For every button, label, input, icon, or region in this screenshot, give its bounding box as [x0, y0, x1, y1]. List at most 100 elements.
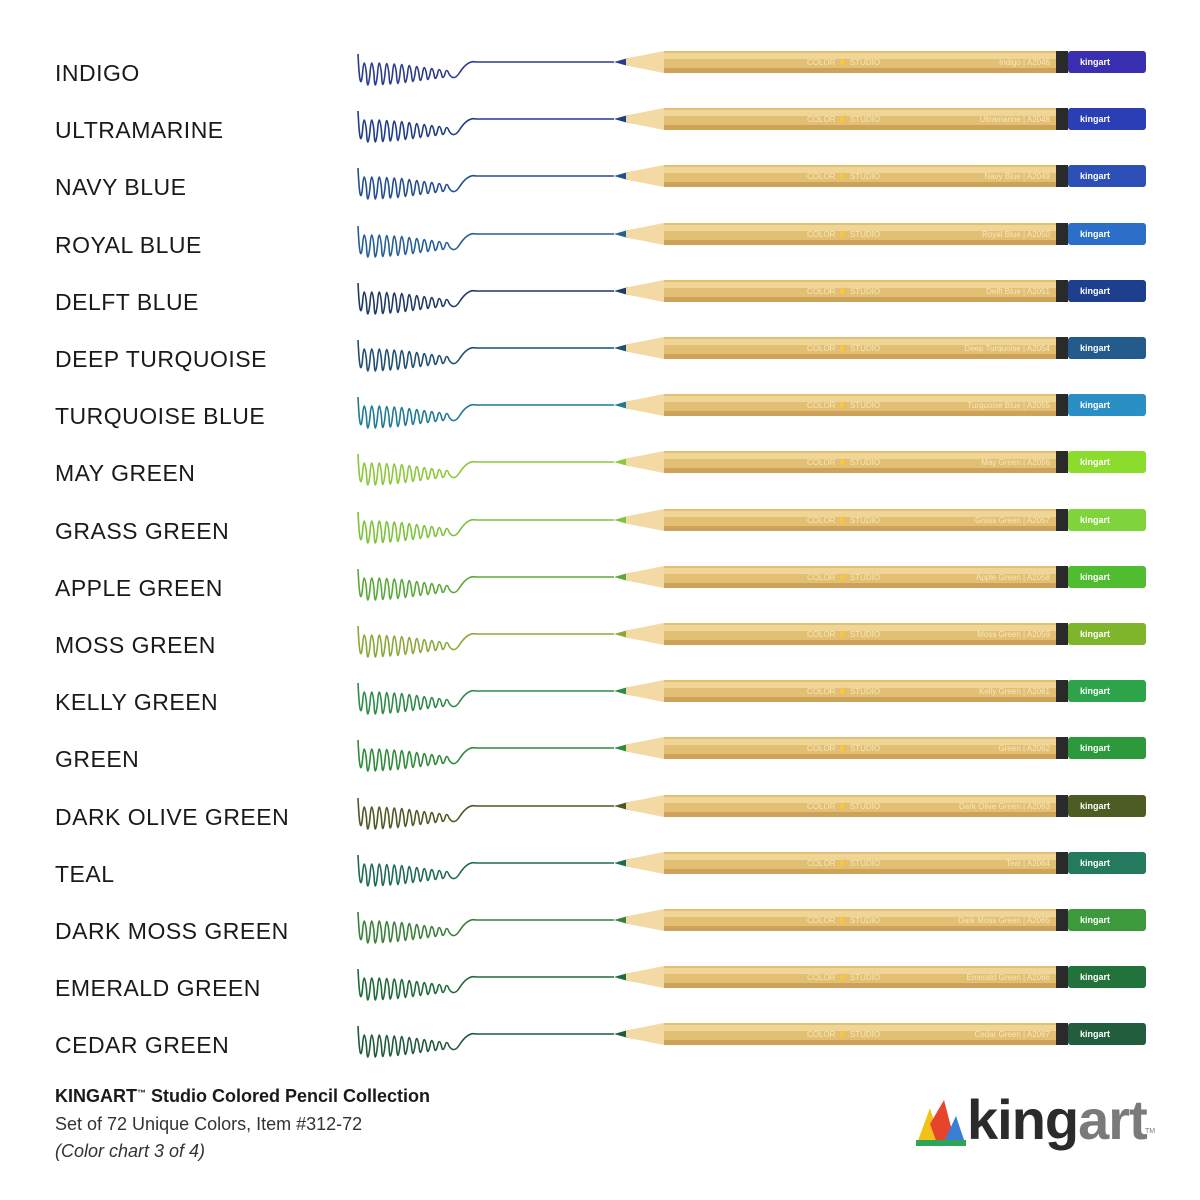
color-scribble	[357, 111, 614, 143]
color-name-label: INDIGO	[55, 60, 140, 86]
pencil-shadow	[664, 296, 1068, 302]
pencil-end-cap	[1068, 222, 1146, 245]
color-name-label: KELLY GREEN	[55, 689, 219, 716]
pencil-wood-tip	[626, 737, 664, 760]
pencil-shadow	[664, 1040, 1068, 1046]
pencil-swatch: COLOR ⚡ STUDIO Dark Moss Green | A2065 kin…	[357, 909, 1146, 944]
chart-page-indicator: (Color chart 3 of 4)	[55, 1141, 206, 1161]
pencil-end-cap	[1068, 51, 1146, 73]
pencil-swatch: COLOR ⚡ STUDIO Green | A2062 kingart	[357, 737, 1146, 773]
pencil-end-cap	[1068, 279, 1146, 302]
pencil-brand-label: kingart	[1080, 629, 1110, 639]
color-scribble	[357, 454, 614, 487]
pencil-lead	[614, 172, 628, 181]
color-name-label: DARK OLIVE GREEN	[55, 803, 290, 830]
pencil-color-code: Grass Green | A2057	[975, 516, 1051, 525]
color-name-label: MOSS GREEN	[55, 632, 216, 658]
pencil-series-label: COLOR ⚡ STUDIO	[807, 286, 880, 296]
pencil-lead	[614, 858, 628, 867]
pencil-series-label: COLOR ⚡ STUDIO	[807, 915, 880, 925]
pencil: COLOR ⚡ STUDIO May Green | A2056 kingart	[614, 451, 1146, 474]
pencil-series-label: COLOR ⚡ STUDIO	[807, 801, 880, 811]
pencil-swatch: COLOR ⚡ STUDIO Grass Green | A2057 kingart	[357, 508, 1146, 544]
pencil-wood-tip	[626, 337, 664, 359]
pencil-wood-tip	[626, 1023, 664, 1046]
pencil-highlight	[664, 281, 1068, 288]
pencil-row: MOSS GREEN COLOR ⚡ STUDIO Moss Green | A20…	[0, 618, 1200, 675]
logo-wordmark: kingart	[967, 1090, 1148, 1150]
pencil-brand-label: kingart	[1080, 57, 1110, 67]
pencil: COLOR ⚡ STUDIO Kelly Green | A2061 kingart	[614, 680, 1146, 703]
pencil-lead	[614, 58, 628, 66]
pencil-wood-tip	[626, 108, 664, 131]
color-name-label: ROYAL BLUE	[55, 231, 202, 258]
pencil-lead	[614, 744, 628, 753]
pencil: COLOR ⚡ STUDIO Emerald Green | A2066 kinga…	[614, 966, 1146, 989]
pencil-end-cap	[1068, 794, 1146, 817]
pencil: COLOR ⚡ STUDIO Teal | A2064 kingart	[614, 851, 1146, 874]
pencil-highlight	[664, 110, 1068, 117]
pencil-wood-tip	[626, 394, 664, 417]
color-name-label: DEEP TURQUOISE	[55, 346, 267, 372]
pencil-color-code: Ultramarine | A2048	[979, 115, 1050, 124]
pencil: COLOR ⚡ STUDIO Turquoise Blue | A2055 king…	[614, 394, 1146, 417]
pencil-color-code: May Green | A2056	[981, 458, 1050, 467]
pencil-brand-label: kingart	[1080, 286, 1110, 296]
pencil-row: GREEN COLOR ⚡ STUDIO Green | A2062 kingart	[0, 732, 1200, 789]
pencil-series-label: COLOR ⚡ STUDIO	[807, 343, 880, 353]
pencil: COLOR ⚡ STUDIO Apple Green | A2058 kingart	[614, 565, 1146, 588]
pencil-shadow	[664, 640, 1068, 645]
pencil-brand-label: kingart	[1080, 915, 1110, 925]
pencil-lead	[614, 916, 628, 924]
color-name-label: DELFT BLUE	[55, 288, 199, 315]
color-name-label: DARK MOSS GREEN	[55, 918, 289, 944]
pencil-highlight	[664, 796, 1068, 803]
pencil-brand-label: kingart	[1080, 686, 1110, 696]
color-scribble	[357, 282, 614, 315]
pencil-series-label: COLOR ⚡ STUDIO	[807, 1029, 880, 1039]
pencil-swatch: COLOR ⚡ STUDIO May Green | A2056 kingart	[357, 451, 1146, 487]
pencil-shadow	[664, 411, 1068, 417]
pencil-wood-tip	[626, 680, 664, 703]
pencil-swatch: COLOR ⚡ STUDIO Emerald Green | A2066 kinga…	[357, 966, 1146, 1001]
pencil-highlight	[664, 224, 1068, 231]
color-name-label: GRASS GREEN	[55, 517, 230, 544]
pencil-swatch: COLOR ⚡ STUDIO Kelly Green | A2061 kingart	[357, 680, 1146, 715]
pencil-band	[1056, 222, 1068, 245]
pencil-color-code: Dark Olive Green | A2063	[959, 802, 1051, 811]
pencil-shadow	[664, 468, 1068, 474]
pencil-band	[1056, 623, 1068, 645]
pencil-color-code: Royal Blue | A2050	[982, 230, 1050, 239]
kingart-logo: kingart TM	[912, 1088, 1162, 1158]
footer-title: KINGART™ Studio Colored Pencil Collectio…	[55, 1086, 655, 1107]
pencil-swatch: COLOR ⚡ STUDIO Cedar Green | A2067 kingart	[357, 1023, 1146, 1059]
color-scribble	[357, 1026, 614, 1059]
color-name-label: MAY GREEN	[55, 460, 196, 487]
pencil-row: TEAL COLOR ⚡ STUDIO Teal | A2064 kingart	[0, 847, 1200, 904]
pencil-brand-label: kingart	[1080, 171, 1110, 181]
pencil-swatch: COLOR ⚡ STUDIO Indigo | A2046 kingart	[357, 51, 1146, 86]
color-scribble	[357, 397, 614, 429]
pencil-color-code: Delft Blue | A2051	[986, 287, 1050, 296]
pencil-highlight	[664, 911, 1068, 917]
color-name-label: NAVY BLUE	[55, 174, 187, 201]
pencil-wood-tip	[626, 851, 664, 874]
pencil-band	[1056, 737, 1068, 760]
pencil-series-label: COLOR ⚡ STUDIO	[807, 57, 880, 67]
pencil-shadow	[664, 754, 1068, 760]
pencil-end-cap	[1068, 623, 1146, 645]
pencil-highlight	[664, 510, 1068, 517]
pencil-highlight	[664, 968, 1068, 975]
pencil-brand-label: kingart	[1080, 114, 1110, 124]
color-scribble	[357, 740, 614, 773]
pencil-color-code: Teal | A2064	[1006, 859, 1050, 868]
pencil-highlight	[664, 739, 1068, 746]
pencil-swatch: COLOR ⚡ STUDIO Moss Green | A2059 kingart	[357, 623, 1146, 658]
pencil-end-cap	[1068, 680, 1146, 703]
pencil-wood-tip	[626, 165, 664, 188]
pencil-color-code: Green | A2062	[999, 744, 1051, 753]
pencil-highlight	[664, 625, 1068, 631]
pencil-end-cap	[1068, 1023, 1146, 1046]
pencil-end-cap	[1068, 851, 1146, 874]
pencil-end-cap	[1068, 165, 1146, 188]
